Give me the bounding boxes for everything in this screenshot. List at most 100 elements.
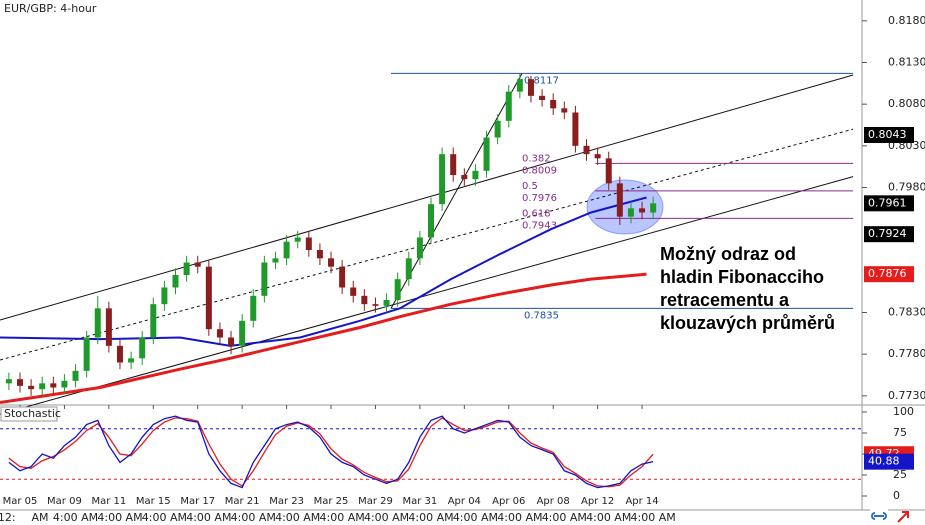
candle-body (639, 208, 646, 213)
candle-body (650, 203, 657, 213)
candle-body (150, 304, 157, 338)
price-box-label: 0.7961 (868, 196, 907, 209)
link-icon-shape[interactable] (871, 512, 887, 520)
candle-body (261, 262, 268, 296)
x-time-label: 4:00 AM (631, 511, 676, 524)
range-label: 0.7835 (524, 310, 559, 321)
x-date-label: Apr 12 (581, 496, 614, 507)
candle-body (61, 380, 68, 388)
x-date-label: Mar 09 (47, 496, 82, 507)
candle-body (383, 300, 390, 306)
candle-body (83, 337, 90, 371)
candle-body (28, 385, 35, 390)
trendline (0, 74, 854, 321)
x-date-label: Mar 17 (180, 496, 215, 507)
candle-body (361, 295, 368, 305)
x-date-label: Mar 23 (269, 496, 304, 507)
annotation: Možný odraz od (660, 244, 796, 264)
candle-body (461, 175, 468, 180)
price-box (864, 226, 914, 243)
annotation: hladin Fibonacciho (660, 267, 824, 287)
x-date-label: Mar 25 (314, 496, 349, 507)
candle-body (605, 158, 612, 184)
price-box-label: 0.7876 (868, 267, 907, 280)
candle-body (616, 183, 623, 217)
candle-body (516, 79, 523, 92)
x-date-label: Mar 21 (225, 496, 260, 507)
price-box-label: 0.7924 (868, 227, 907, 240)
candle-body (350, 287, 357, 296)
candle-body (139, 337, 146, 359)
candle-body (105, 308, 112, 346)
candle-body (172, 275, 179, 288)
x-time-label: 4:00 AM (586, 511, 631, 524)
stochastic-line (8, 417, 654, 488)
chart-title: EUR/GBP: 4-hour (4, 2, 97, 15)
y-tick-label: 0.7980 (888, 181, 925, 194)
price-box (864, 127, 914, 143)
candle-body (505, 91, 512, 121)
highlight-ellipse (586, 179, 664, 235)
y-tick-label: 0.7730 (888, 389, 925, 402)
y-tick-label: 25 (893, 468, 907, 481)
y-tick-label: 0 (893, 489, 900, 502)
candle-body (539, 95, 546, 100)
x-time-label: 4:00 AM (497, 511, 542, 524)
candle-body (194, 262, 201, 267)
fib-ratio: 0.618 (522, 208, 551, 219)
x-time-label: AM (31, 511, 48, 524)
candle-body (583, 145, 590, 155)
candle-body (483, 137, 490, 171)
x-time-label: 4:00 AM (364, 511, 409, 524)
fib-ratio: 0.5 (522, 181, 538, 192)
x-date-label: Apr 04 (448, 496, 481, 507)
y-tick-label: 100 (893, 405, 914, 418)
candle-body (627, 208, 634, 217)
fib-value: 0.7943 (522, 220, 557, 231)
x-time-label: 4:00 AM (453, 511, 498, 524)
value-box (864, 453, 914, 470)
candle-body (550, 100, 557, 109)
candle-body (16, 379, 23, 386)
candle-body (283, 241, 290, 259)
moving-average (0, 196, 647, 347)
price-box (864, 266, 914, 283)
stochastic-line (8, 415, 654, 489)
candle-body (316, 250, 323, 259)
x-time-label: 4:00 AM (275, 511, 320, 524)
stochastic-title: Stochastic (4, 407, 61, 420)
x-date-label: Mar 11 (91, 496, 126, 507)
x-date-label: Mar 31 (403, 496, 438, 507)
candle-body (5, 379, 12, 384)
x-date-label: Mar 05 (3, 496, 38, 507)
x-date-label: Apr 06 (492, 496, 525, 507)
candle-body (594, 154, 601, 159)
value-box-label: 40.88 (868, 455, 900, 468)
y-tick-label: 0.7780 (888, 347, 925, 360)
candle-body (272, 258, 279, 263)
y-tick-label: 0.8130 (888, 56, 925, 69)
y-tick-label: 75 (893, 426, 907, 439)
candle-body (416, 237, 423, 259)
fib-value: 0.7976 (522, 193, 557, 204)
expand-icon[interactable] (897, 511, 909, 523)
candle-body (228, 337, 235, 346)
candle-body (405, 258, 412, 280)
candle-body (128, 358, 135, 363)
candle-body (305, 237, 312, 250)
y-tick-label: 0.7830 (888, 306, 925, 319)
x-time-label: 4:00 AM (142, 511, 187, 524)
candle-body (339, 266, 346, 288)
y-tick-label: 0.8180 (888, 14, 925, 27)
candle-body (161, 287, 168, 305)
trendline (0, 176, 854, 415)
candle-body (494, 120, 501, 138)
x-time-label: 4:00 AM (231, 511, 276, 524)
candle-body (239, 320, 246, 346)
trendline (390, 73, 523, 309)
candle-body (394, 279, 401, 300)
candle-body (205, 266, 212, 330)
candle-body (527, 79, 534, 96)
